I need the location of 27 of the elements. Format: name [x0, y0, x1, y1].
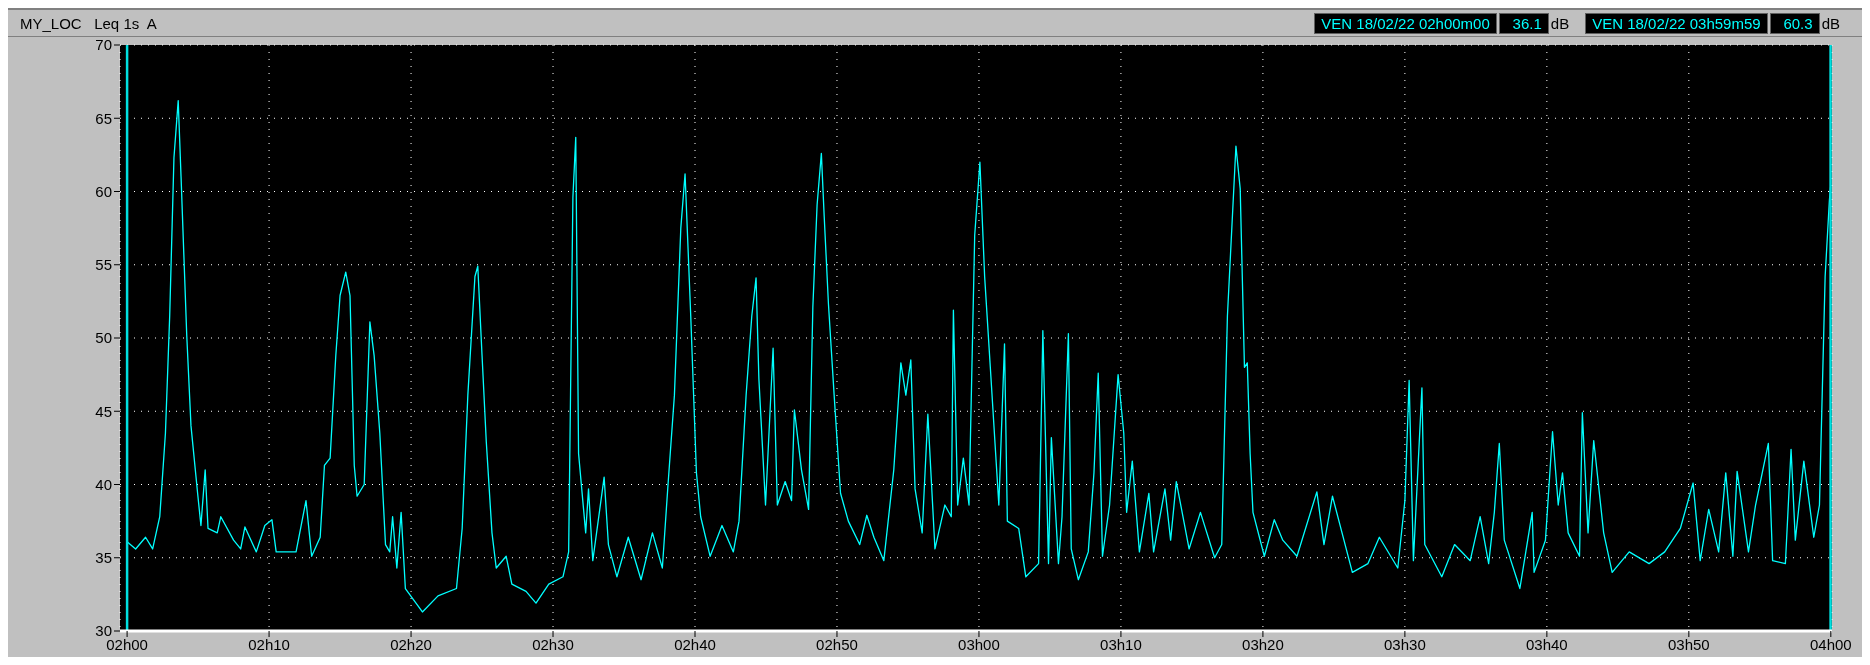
x-tick-label: 03h10: [1100, 635, 1142, 653]
y-tick-label: 70: [95, 36, 112, 54]
y-tick-label: 35: [95, 549, 112, 567]
x-tick-label: 03h30: [1384, 635, 1426, 653]
x-tick-label: 02h10: [248, 635, 290, 653]
text: VEN 18/02/22 02h00m00: [1314, 12, 1497, 34]
x-tick-label: 03h50: [1667, 635, 1710, 653]
text: VEN 18/02/22 03h59m59: [1585, 12, 1768, 34]
text: dB: [1820, 14, 1841, 32]
text: 36.1: [1498, 12, 1549, 34]
text: dB: [1549, 14, 1571, 32]
x-tick-label: 02h40: [674, 635, 716, 653]
y-tick-label: 50: [95, 329, 112, 347]
y-tick-label: 40: [95, 475, 112, 493]
x-tick-label: 03h20: [1242, 635, 1284, 653]
chart-title: MY_LOC Leq 1s A: [20, 14, 157, 32]
x-tick-label: 03h00: [958, 635, 1000, 653]
x-tick-label: 02h30: [532, 635, 574, 653]
text: 60.3: [1769, 12, 1820, 34]
x-tick-label: 03h40: [1526, 635, 1568, 653]
y-tick-label: 55: [95, 256, 112, 274]
y-tick-label: 60: [95, 182, 112, 200]
y-tick-label: 65: [95, 109, 112, 127]
y-tick-label: 45: [95, 402, 112, 420]
x-tick-label: 02h20: [390, 635, 432, 653]
x-tick-label: 02h50: [816, 635, 858, 653]
x-tick-label: 04h00: [1809, 635, 1852, 653]
